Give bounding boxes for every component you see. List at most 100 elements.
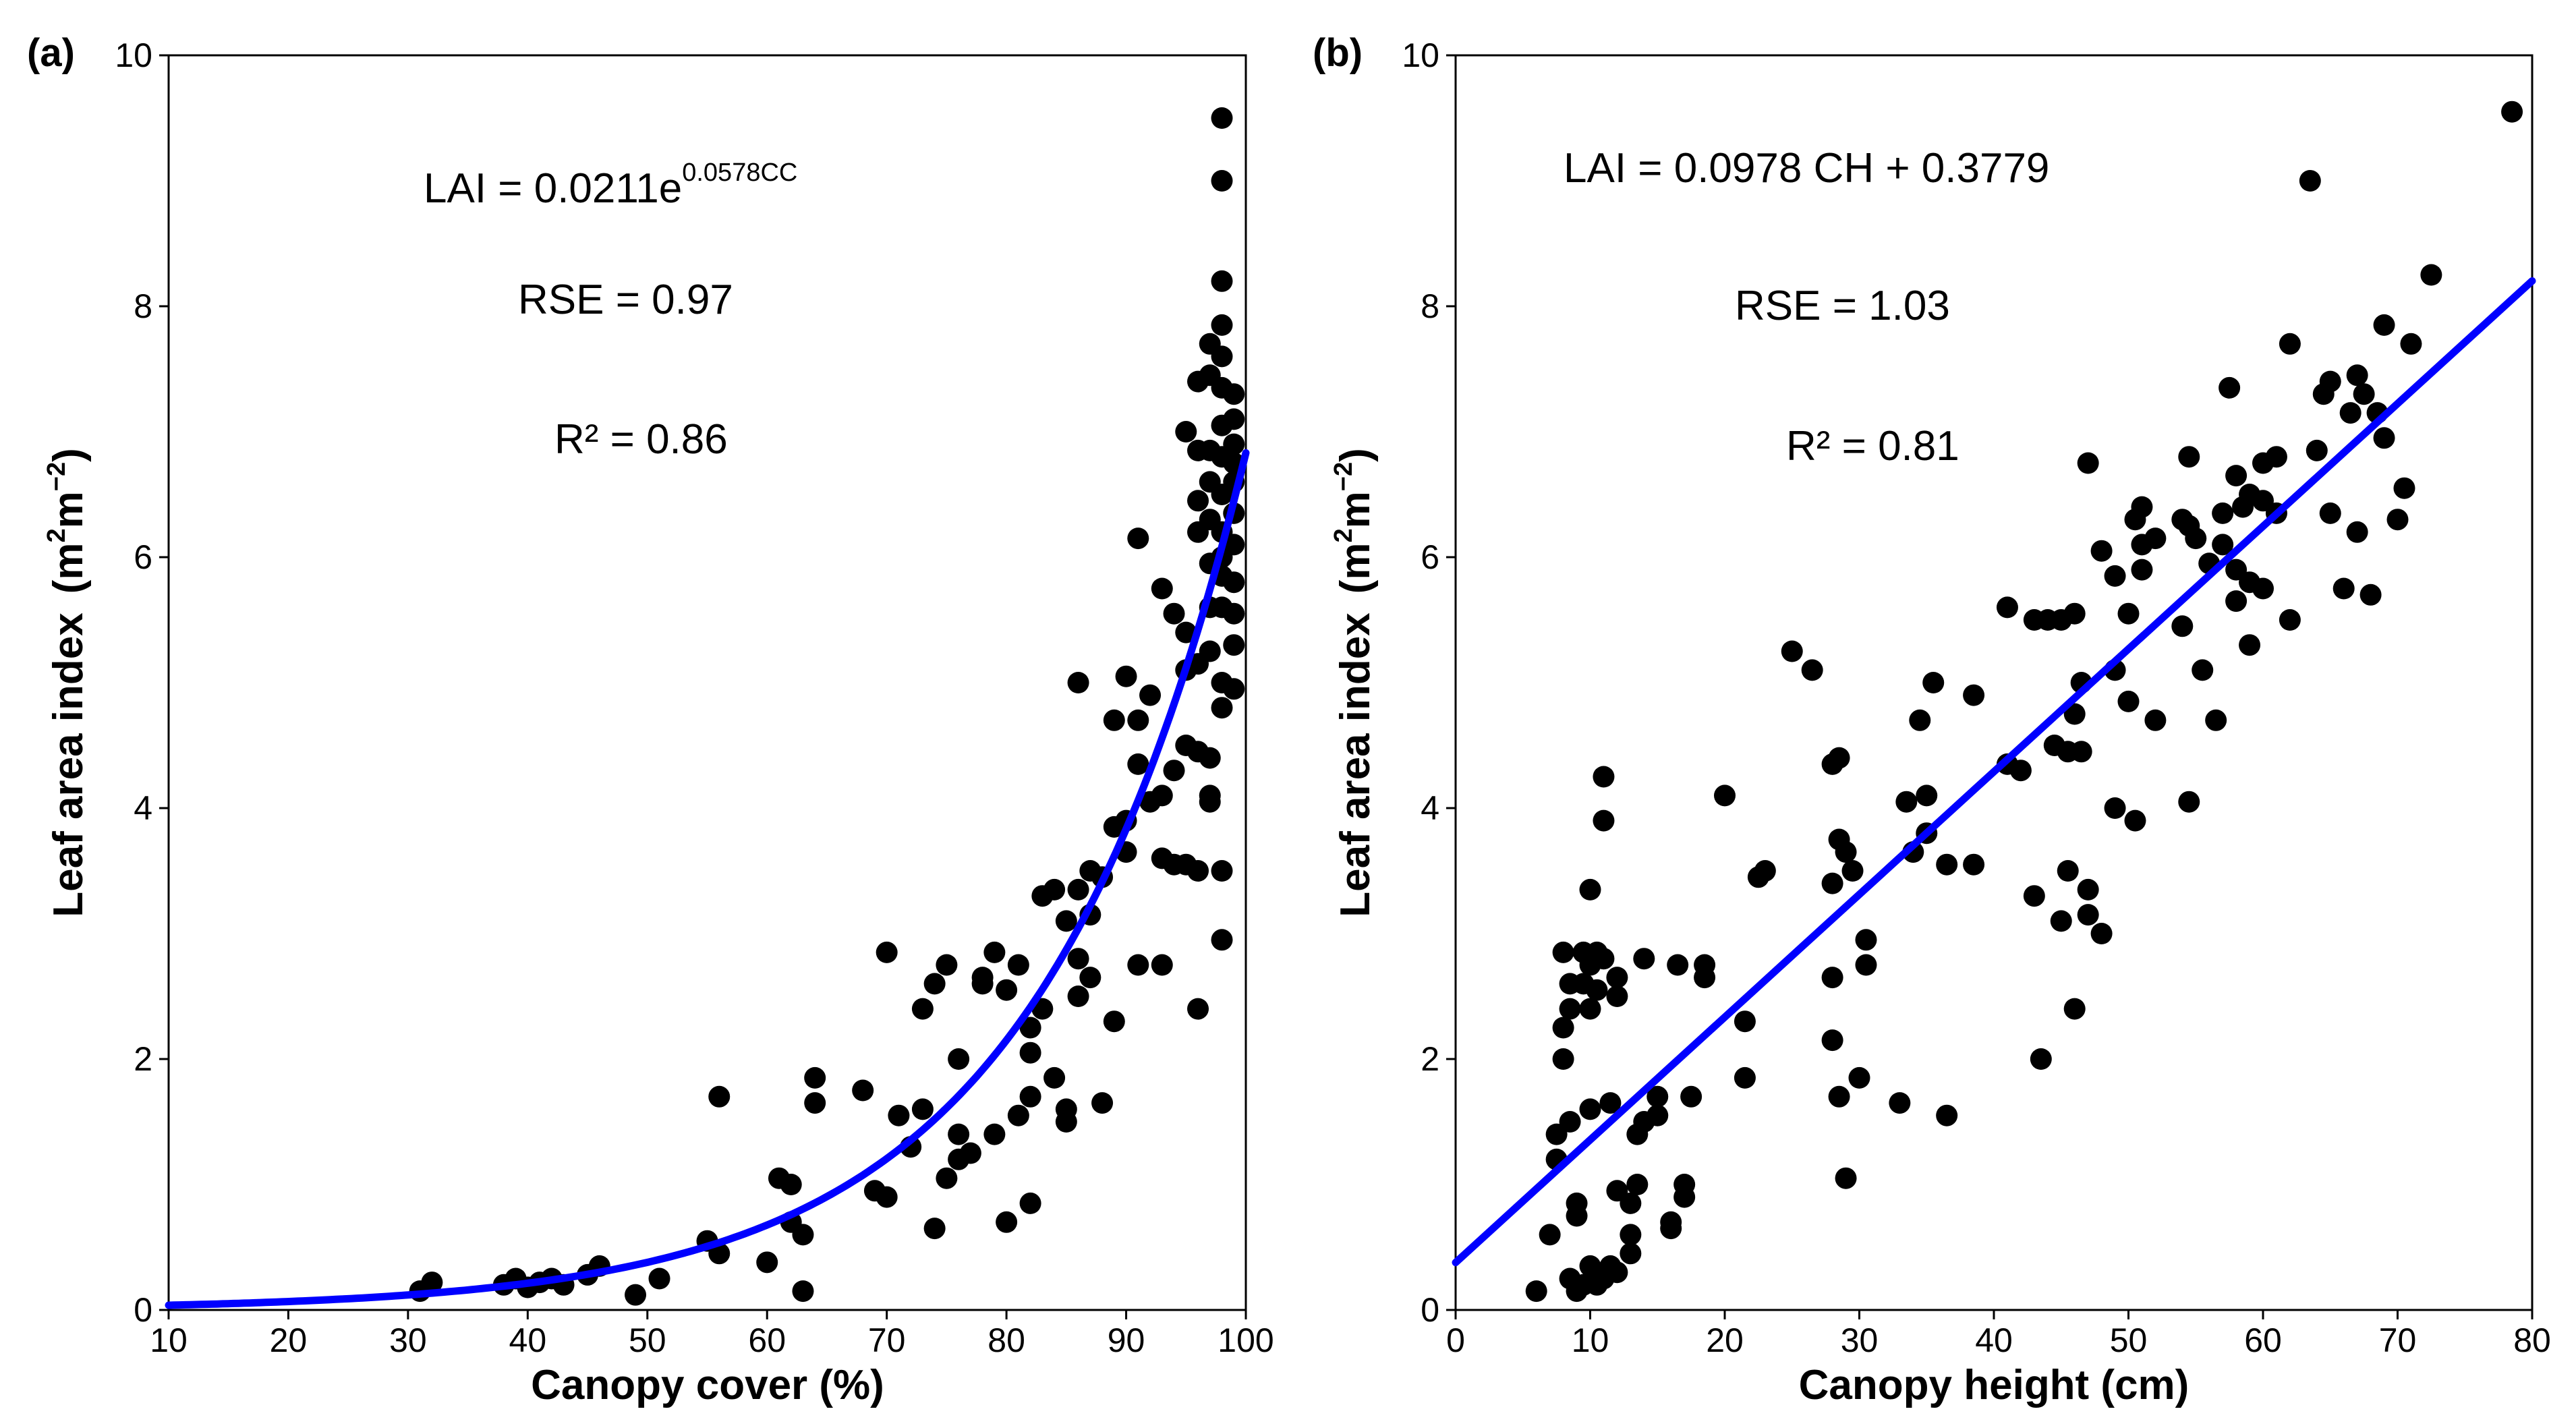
data-point xyxy=(1828,747,1850,769)
data-point xyxy=(1175,621,1197,644)
data-point xyxy=(1187,860,1209,882)
data-point xyxy=(1007,1104,1029,1126)
data-point xyxy=(2373,427,2395,449)
data-point xyxy=(1579,878,1601,901)
data-point xyxy=(1593,948,1615,970)
data-point xyxy=(1848,1066,1870,1089)
data-point xyxy=(2063,703,2086,725)
data-point xyxy=(1223,634,1245,656)
x-tick-label: 50 xyxy=(2110,1321,2148,1359)
data-point xyxy=(2353,383,2375,405)
data-point xyxy=(2219,376,2241,399)
data-point xyxy=(780,1174,802,1195)
data-point xyxy=(1175,421,1197,442)
x-tick-label: 10 xyxy=(150,1321,188,1359)
panel-a-y-ticks: 0 2 4 6 8 10 xyxy=(115,36,169,1329)
data-point xyxy=(911,1098,934,1120)
data-point xyxy=(1055,1098,1077,1120)
data-point xyxy=(2117,602,2140,625)
data-point xyxy=(1127,753,1149,775)
data-point xyxy=(1936,853,1958,876)
data-point xyxy=(421,1272,443,1294)
x-tick-label: 30 xyxy=(389,1321,427,1359)
data-point xyxy=(1067,986,1089,1007)
data-point xyxy=(1019,1192,1041,1214)
data-point xyxy=(2212,502,2234,524)
data-point xyxy=(625,1284,647,1306)
data-point xyxy=(996,1211,1018,1233)
data-point xyxy=(2063,602,2086,625)
data-point xyxy=(876,1186,898,1208)
data-point xyxy=(1606,986,1628,1007)
data-point xyxy=(1734,1010,1756,1033)
data-point xyxy=(2077,904,2099,926)
data-point xyxy=(1841,860,1864,882)
data-point xyxy=(1151,784,1173,807)
data-point xyxy=(2346,364,2368,387)
data-point xyxy=(1223,571,1245,594)
panel-b: (b) 0 10 20 30 40 50 60 70 80 0 2 4 6 8 10 LAI = 0.09… xyxy=(1313,31,2551,1408)
data-point xyxy=(1579,998,1601,1020)
data-point xyxy=(2373,314,2395,336)
data-point xyxy=(1754,860,1776,882)
data-point xyxy=(852,1079,874,1102)
data-point xyxy=(2400,333,2422,355)
data-point xyxy=(1647,1104,1669,1126)
data-point xyxy=(1223,678,1245,700)
data-point xyxy=(1163,602,1185,625)
data-point xyxy=(983,1123,1006,1145)
x-tick-label: 60 xyxy=(748,1321,786,1359)
data-point xyxy=(2124,809,2146,832)
data-point xyxy=(1781,640,1803,662)
data-point xyxy=(1895,791,1918,813)
data-point xyxy=(1211,314,1233,336)
data-point xyxy=(1626,1174,1649,1195)
data-point xyxy=(911,998,934,1020)
data-point xyxy=(2131,496,2153,518)
data-point xyxy=(2144,709,2167,731)
y-tick-label: 8 xyxy=(134,287,152,325)
x-tick-label: 10 xyxy=(1572,1321,1609,1359)
data-point xyxy=(2070,741,2092,763)
data-point xyxy=(1091,1092,1114,1114)
data-point xyxy=(1586,979,1608,1001)
data-point xyxy=(2009,760,2032,782)
data-point xyxy=(2090,540,2113,562)
data-point xyxy=(948,1123,970,1145)
panel-b-y-ticks: 0 2 4 6 8 10 xyxy=(1402,36,1456,1329)
data-point xyxy=(1115,665,1137,687)
data-point xyxy=(1223,534,1245,556)
data-point xyxy=(1667,954,1689,976)
data-point xyxy=(1963,684,1985,706)
data-point xyxy=(1127,527,1149,550)
data-point xyxy=(1552,941,1574,963)
data-point xyxy=(1103,709,1125,731)
data-point xyxy=(2420,264,2442,286)
data-point xyxy=(2319,502,2341,524)
panel-a-y-axis-title: Leaf area index(m2m−2) xyxy=(42,448,92,917)
data-point xyxy=(756,1251,778,1274)
data-point xyxy=(1996,596,2018,619)
panel-b-x-ticks: 0 10 20 30 40 50 60 70 80 xyxy=(1446,1310,2551,1359)
data-point xyxy=(1593,766,1615,788)
data-point xyxy=(1821,967,1843,989)
data-point xyxy=(2185,527,2207,550)
data-point xyxy=(1936,1104,1958,1126)
panel-a-label: (a) xyxy=(27,31,75,75)
y-tick-label: 4 xyxy=(134,789,152,827)
data-point xyxy=(1660,1218,1682,1240)
data-point xyxy=(1855,954,1877,976)
data-point xyxy=(1916,784,1938,807)
data-point xyxy=(2090,923,2113,944)
data-point xyxy=(983,941,1006,963)
y-tick-label: 10 xyxy=(1402,36,1439,74)
data-point xyxy=(888,1104,910,1126)
data-point xyxy=(1043,878,1066,901)
panel-a-plot-area xyxy=(167,54,1247,1311)
data-point xyxy=(1019,1017,1041,1039)
data-point xyxy=(1211,929,1233,951)
data-point xyxy=(2063,998,2086,1020)
data-point xyxy=(1963,853,1985,876)
data-point xyxy=(923,973,946,995)
y-tick-label: 8 xyxy=(1421,287,1439,325)
